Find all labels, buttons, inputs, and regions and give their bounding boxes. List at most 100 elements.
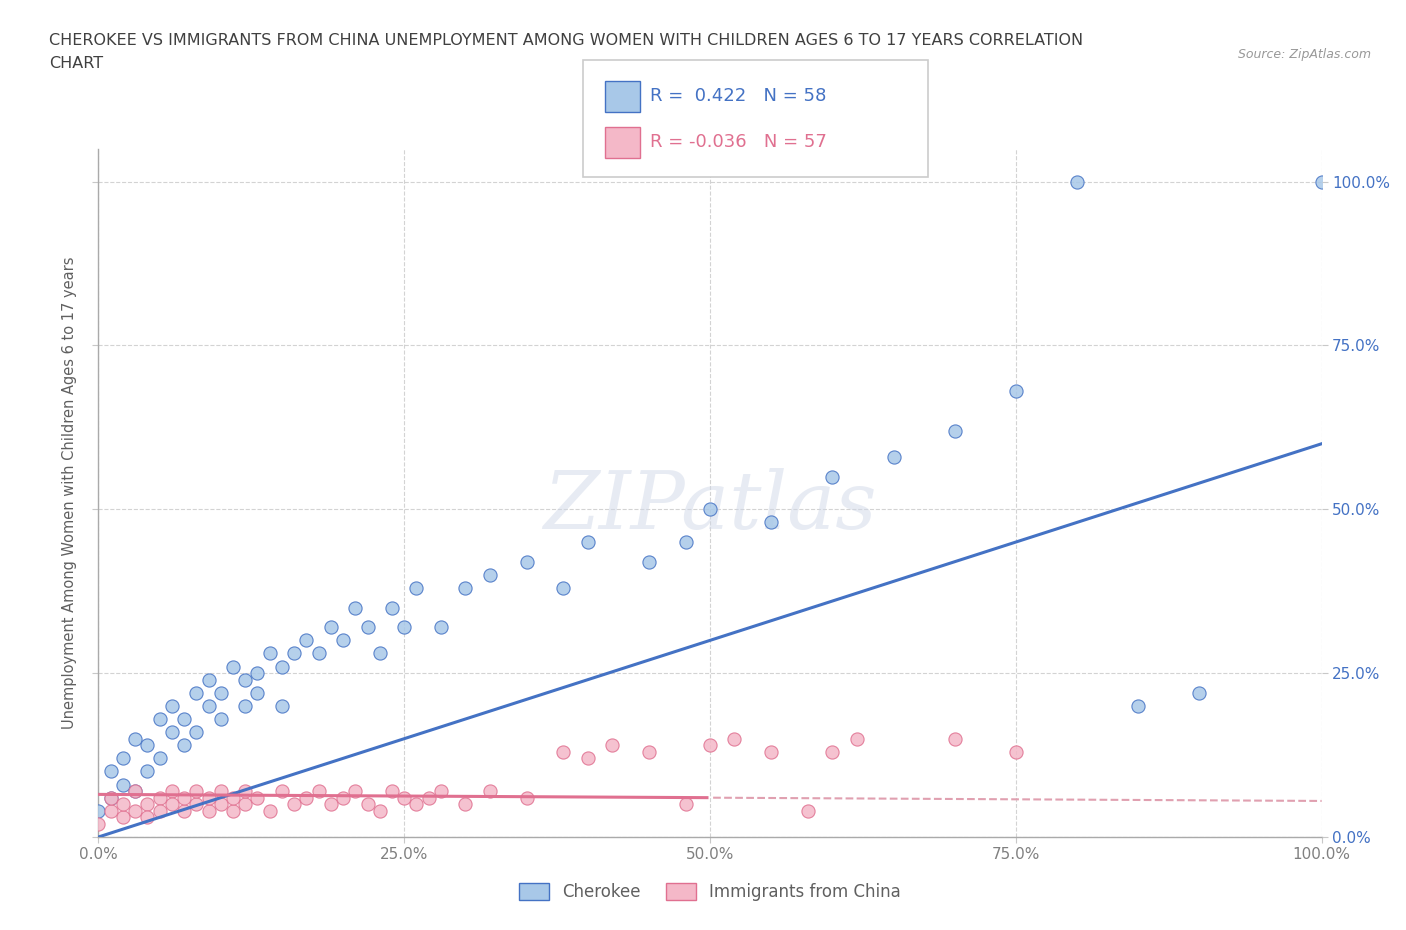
Point [186,797,208,812]
Point [124,784,146,799]
Point [197,672,219,687]
Point [699,737,721,752]
Point [430,619,453,634]
Point [368,804,391,818]
Point [270,698,294,713]
Point [332,790,354,805]
Point [1004,384,1026,399]
Point [1188,685,1211,700]
Point [246,790,269,805]
Point [405,797,427,812]
Point [100,804,122,818]
Point [405,580,427,595]
Point [111,797,134,812]
Point [259,646,281,661]
Text: R =  0.422   N = 58: R = 0.422 N = 58 [650,86,825,105]
Point [454,580,477,595]
Point [1004,744,1026,759]
Point [308,784,330,799]
Point [209,711,232,726]
Point [136,797,159,812]
Point [883,449,905,464]
Point [418,790,440,805]
Point [515,790,537,805]
Point [344,784,367,799]
Point [197,698,219,713]
Point [197,804,219,818]
Point [149,804,172,818]
Point [222,790,245,805]
Point [124,804,146,818]
Point [1128,698,1150,713]
Point [381,600,404,615]
Point [675,535,697,550]
Point [124,731,146,746]
Point [136,737,159,752]
Point [723,731,745,746]
Text: R = -0.036   N = 57: R = -0.036 N = 57 [650,133,827,152]
Point [111,810,134,825]
Point [209,685,232,700]
Point [100,790,122,805]
Point [87,817,110,831]
Point [233,797,256,812]
Point [638,554,661,569]
Point [943,423,966,438]
Point [761,515,783,530]
Text: Source: ZipAtlas.com: Source: ZipAtlas.com [1237,48,1371,61]
Point [246,685,269,700]
Point [283,646,305,661]
Point [173,711,195,726]
Point [553,580,575,595]
Point [283,797,305,812]
Point [209,797,232,812]
Point [943,731,966,746]
Point [515,554,537,569]
Point [209,784,232,799]
Point [186,724,208,739]
Point [186,784,208,799]
Point [821,744,844,759]
Point [576,535,599,550]
Point [675,797,697,812]
Point [295,633,318,648]
Point [259,804,281,818]
Point [600,737,623,752]
Point [233,784,256,799]
Point [1310,174,1333,189]
Point [553,744,575,759]
Y-axis label: Unemployment Among Women with Children Ages 6 to 17 years: Unemployment Among Women with Children A… [62,257,77,729]
Point [173,790,195,805]
Point [136,764,159,779]
Point [576,751,599,765]
Point [270,784,294,799]
Text: CHEROKEE VS IMMIGRANTS FROM CHINA UNEMPLOYMENT AMONG WOMEN WITH CHILDREN AGES 6 : CHEROKEE VS IMMIGRANTS FROM CHINA UNEMPL… [49,33,1084,47]
Point [392,790,416,805]
Point [87,804,110,818]
Point [233,698,256,713]
Point [160,784,183,799]
Point [160,797,183,812]
Point [1066,174,1088,189]
Point [160,724,183,739]
Point [136,810,159,825]
Point [100,790,122,805]
Point [368,646,391,661]
Point [845,731,868,746]
Point [270,659,294,674]
Point [319,797,342,812]
Point [160,698,183,713]
Point [111,777,134,792]
Point [797,804,820,818]
Point [308,646,330,661]
Point [100,764,122,779]
Point [295,790,318,805]
Point [454,797,477,812]
Point [173,804,195,818]
Point [173,737,195,752]
Text: ZIPatlas: ZIPatlas [543,468,877,545]
Legend: Cherokee, Immigrants from China: Cherokee, Immigrants from China [512,876,908,908]
Point [761,744,783,759]
Point [356,619,378,634]
Point [821,469,844,484]
